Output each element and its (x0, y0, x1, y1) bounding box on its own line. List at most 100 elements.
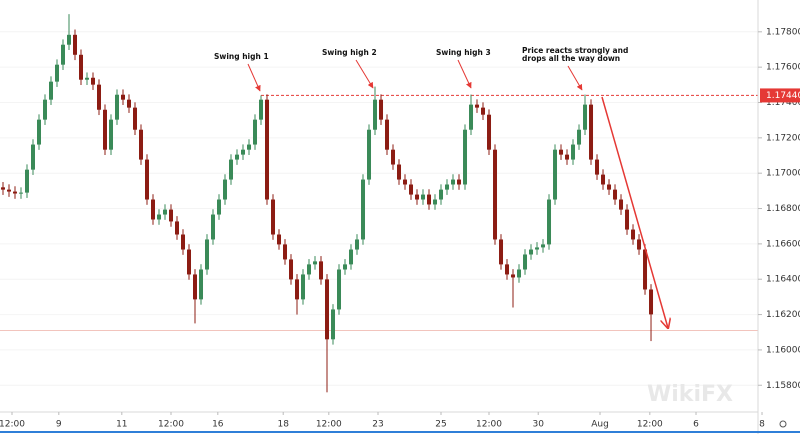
y-tick-label: 1.16400 (766, 275, 800, 285)
candle-body (337, 269, 342, 310)
candle-body (7, 189, 12, 192)
candle-body (19, 192, 24, 194)
candle-body (475, 104, 480, 108)
candle-body (133, 107, 138, 130)
candle-body (205, 239, 210, 270)
candle-body (325, 279, 330, 340)
candle-body (583, 104, 588, 130)
price-label: 1.17440 (766, 91, 800, 101)
candle-body (649, 289, 654, 315)
candle-body (625, 209, 630, 230)
candle-body (277, 234, 282, 245)
candle-body (361, 179, 366, 240)
candle-body (505, 264, 510, 275)
candle-body (175, 221, 180, 235)
annotation: Price reacts strongly and (522, 46, 628, 55)
candle-body (31, 144, 36, 170)
candle-body (577, 129, 582, 145)
candle-body (103, 109, 108, 150)
candle-body (241, 149, 246, 155)
candle-body (187, 249, 192, 275)
candle-body (61, 44, 66, 65)
candle-body (343, 264, 348, 270)
x-tick-label: 23 (372, 420, 383, 430)
candle-body (97, 84, 102, 110)
x-tick-label: Aug (591, 420, 609, 430)
x-tick-label: 12:00 (0, 420, 25, 430)
candle-body (487, 114, 492, 150)
candle-body (43, 99, 48, 120)
candle-body (223, 179, 228, 200)
candle-body (139, 129, 144, 160)
candle-body (1, 187, 6, 190)
candle-body (85, 77, 90, 80)
price-label-box (760, 88, 800, 103)
candle-body (355, 239, 360, 250)
x-tick-label: 9 (56, 420, 62, 430)
candle-body (535, 247, 540, 250)
candle-body (643, 249, 648, 290)
candle-body (613, 189, 618, 200)
annotation-arrow (567, 65, 583, 91)
candle-body (451, 179, 456, 185)
candle-body (295, 279, 300, 300)
candle-body (163, 209, 168, 215)
candle-body (79, 54, 84, 80)
x-tick-label: 12:00 (316, 420, 342, 430)
x-tick-label: 12:00 (476, 420, 502, 430)
y-tick-label: 1.17200 (766, 133, 800, 143)
annotation-arrow (355, 59, 374, 89)
candle-body (517, 269, 522, 278)
candle-body (217, 199, 222, 215)
x-tick-label: 8 (759, 420, 765, 430)
settings-icon[interactable] (779, 420, 787, 428)
candle-body (349, 249, 354, 265)
y-tick-label: 1.17400 (766, 98, 800, 108)
y-tick-label: 1.16000 (766, 345, 800, 355)
candle-body (211, 214, 216, 240)
candle-body (145, 159, 150, 200)
candle-body (169, 209, 174, 222)
y-tick-label: 1.15800 (766, 381, 800, 391)
x-tick-label: 16 (212, 420, 224, 430)
candle-body (55, 64, 60, 82)
candle-body (547, 199, 552, 245)
x-tick-label: 30 (532, 420, 544, 430)
candle-body (601, 174, 606, 185)
y-tick-label: 1.16800 (766, 204, 800, 214)
candle-body (13, 191, 18, 194)
candle-body (37, 119, 42, 145)
annotation: drops all the way down (522, 54, 620, 63)
candle-body (235, 154, 240, 160)
annotation-arrow (247, 63, 261, 92)
annotation-arrow (457, 59, 472, 89)
candle-body (457, 179, 462, 185)
annotation: Swing high 1 (214, 52, 269, 61)
candle-body (637, 239, 642, 250)
candle-body (607, 184, 612, 190)
candle-body (229, 159, 234, 180)
candle-body (109, 119, 114, 150)
candle-body (313, 261, 318, 265)
candle-body (463, 129, 468, 185)
candle-body (49, 81, 54, 100)
candle-body (73, 34, 78, 55)
annotation: Swing high 3 (436, 48, 491, 57)
x-tick-label: 11 (116, 420, 127, 430)
candle-body (631, 229, 636, 240)
candle-body (421, 194, 426, 200)
y-tick-label: 1.16200 (766, 310, 800, 320)
candle-body (193, 274, 198, 300)
candle-body (427, 194, 432, 205)
annotation: Swing high 2 (322, 48, 377, 57)
candle-body (511, 274, 516, 278)
candle-body (589, 104, 594, 160)
candle-body (289, 259, 294, 280)
candle-body (571, 144, 576, 160)
candle-body (199, 269, 204, 300)
candle-body (391, 149, 396, 165)
candle-body (595, 159, 600, 175)
